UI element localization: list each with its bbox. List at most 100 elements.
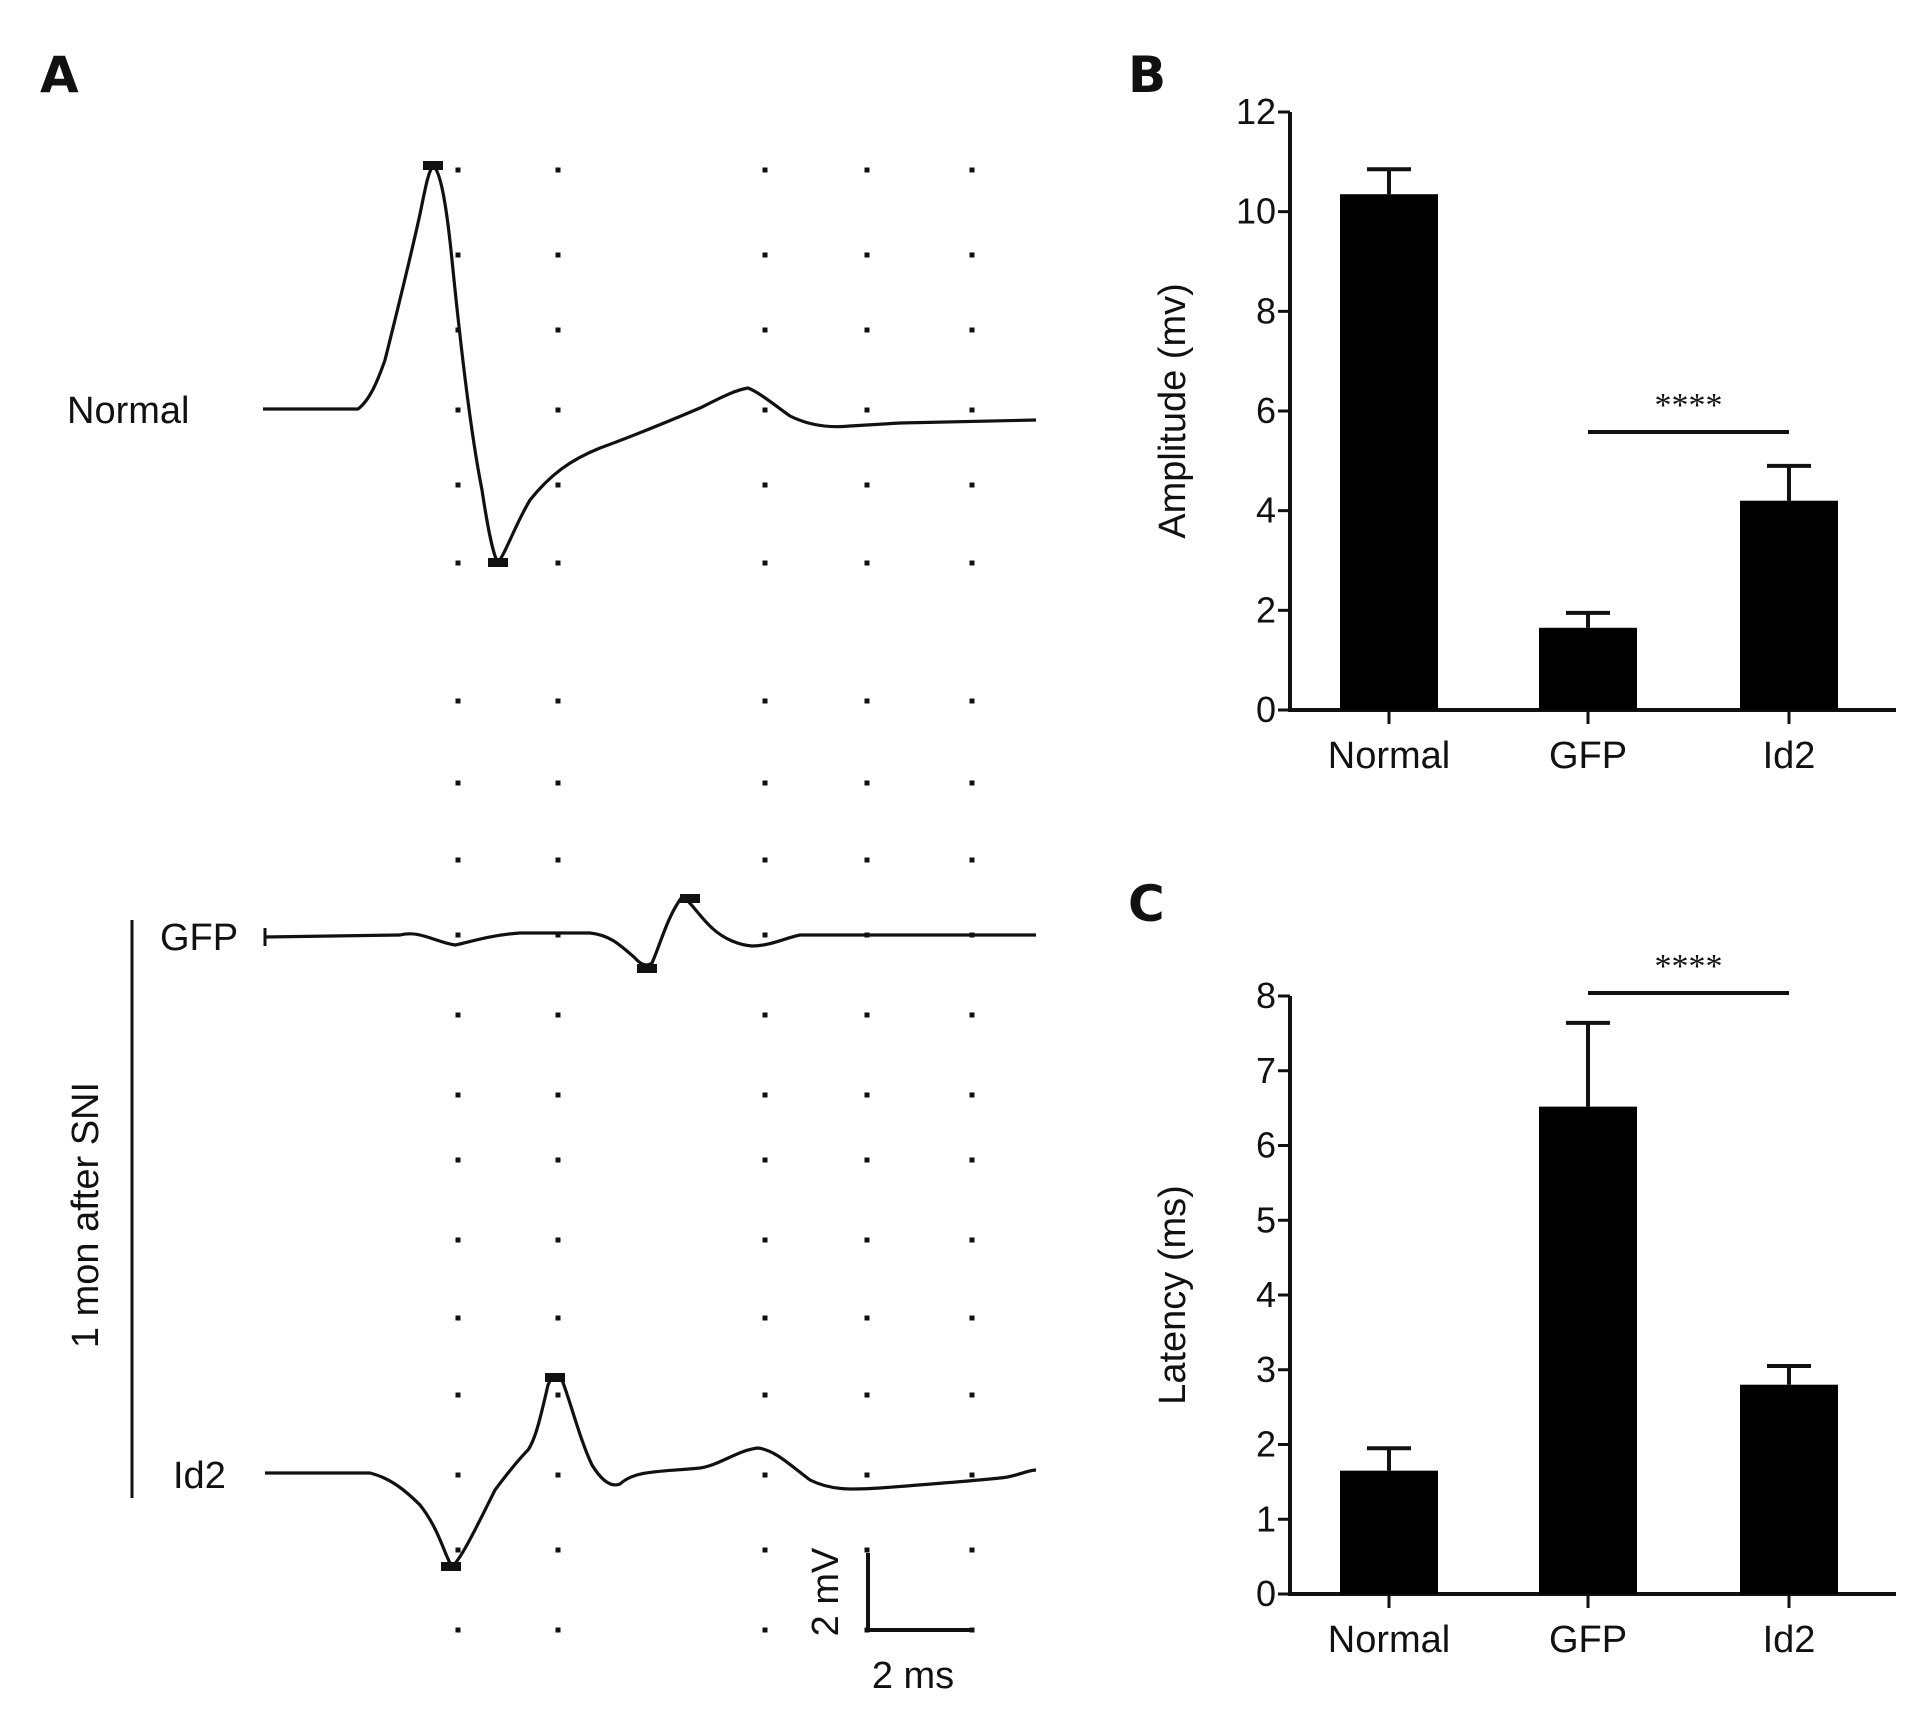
grid-dot xyxy=(455,932,461,938)
grid-dot xyxy=(555,932,561,938)
amplitude-bar-chart: B 0 2 4 6 8 10 12 Amplitude (mv) Normal GFP Id2 ***… xyxy=(1128,46,1896,777)
grid-dot xyxy=(455,1157,461,1163)
latency-bar-chart: C 0 1 2 3 4 5 6 7 8 Latency (ms) Normal GFP Id2 **** xyxy=(1128,875,1896,1661)
grid-dot xyxy=(864,1315,870,1321)
grid-dot xyxy=(455,857,461,863)
grid-dot xyxy=(555,1157,561,1163)
grid-dot xyxy=(969,407,975,413)
bar-gfp xyxy=(1539,1106,1637,1594)
bar-gfp xyxy=(1539,627,1637,710)
grid-dot xyxy=(762,1237,768,1243)
grid-dot xyxy=(455,1392,461,1398)
grid-dot xyxy=(555,1012,561,1018)
normal-trough-marker xyxy=(488,558,508,567)
grid-dot xyxy=(969,252,975,258)
grid-dot xyxy=(555,1092,561,1098)
y-tick-label: 8 xyxy=(1256,975,1276,1016)
group-label: 1 mon after SNI xyxy=(65,1082,107,1348)
grid-dot xyxy=(455,780,461,786)
grid-dot xyxy=(864,1392,870,1398)
y-tick-label: 3 xyxy=(1256,1349,1276,1390)
grid-dot xyxy=(762,482,768,488)
grid-dot xyxy=(969,1392,975,1398)
panel-a-traces: A Normal GFP Id2 1 mon after SNI 2 mV 2 … xyxy=(40,46,1037,1697)
grid-dot xyxy=(762,407,768,413)
trace-grid-dots xyxy=(455,167,975,1633)
grid-dot xyxy=(864,407,870,413)
grid-dot xyxy=(555,407,561,413)
grid-dot xyxy=(455,1092,461,1098)
grid-dot xyxy=(969,1092,975,1098)
grid-dot xyxy=(969,1472,975,1478)
significance-label: **** xyxy=(1655,948,1723,985)
y-tick-label: 8 xyxy=(1256,290,1276,331)
grid-dot xyxy=(969,482,975,488)
grid-dot xyxy=(455,1547,461,1553)
y-tick-label: 1 xyxy=(1256,1498,1276,1539)
bar-id2 xyxy=(1740,500,1838,710)
grid-dot xyxy=(762,1547,768,1553)
grid-dot xyxy=(455,407,461,413)
bar-normal xyxy=(1340,194,1438,711)
grid-dot xyxy=(455,1237,461,1243)
grid-dot xyxy=(762,1472,768,1478)
normal-peak-marker xyxy=(423,161,443,170)
gfp-trace-label: GFP xyxy=(160,917,238,959)
grid-dot xyxy=(864,780,870,786)
grid-dot xyxy=(762,698,768,704)
normal-trace-label: Normal xyxy=(67,390,189,432)
grid-dot xyxy=(455,560,461,566)
grid-dot xyxy=(455,1627,461,1633)
gfp-trough-marker xyxy=(637,964,657,973)
scale-bar-vertical-label: 2 mV xyxy=(805,1547,847,1636)
bar-id2 xyxy=(1740,1384,1838,1594)
grid-dot xyxy=(969,1315,975,1321)
grid-dot xyxy=(969,560,975,566)
grid-dot xyxy=(864,252,870,258)
id2-trace xyxy=(265,1375,1037,1568)
grid-dot xyxy=(762,252,768,258)
grid-dot xyxy=(864,1092,870,1098)
grid-dot xyxy=(555,698,561,704)
grid-dot xyxy=(762,1092,768,1098)
y-tick-label: 4 xyxy=(1256,1274,1276,1315)
grid-dot xyxy=(555,1627,561,1633)
y-tick-label: 0 xyxy=(1256,1573,1276,1614)
x-tick-label-gfp: GFP xyxy=(1549,735,1627,777)
grid-dot xyxy=(969,857,975,863)
grid-dot xyxy=(969,1237,975,1243)
grid-dot xyxy=(555,482,561,488)
grid-dot xyxy=(762,1392,768,1398)
y-tick-label: 2 xyxy=(1256,1424,1276,1465)
x-tick-label-gfp: GFP xyxy=(1549,1619,1627,1661)
grid-dot xyxy=(555,1237,561,1243)
grid-dot xyxy=(455,1012,461,1018)
y-tick-label: 5 xyxy=(1256,1199,1276,1240)
grid-dot xyxy=(455,698,461,704)
y-tick-label: 12 xyxy=(1236,91,1276,132)
grid-dot xyxy=(455,167,461,173)
grid-dot xyxy=(969,167,975,173)
grid-dot xyxy=(864,1012,870,1018)
grid-dot xyxy=(864,1472,870,1478)
grid-dot xyxy=(455,252,461,258)
grid-dot xyxy=(555,1392,561,1398)
normal-trace xyxy=(263,164,1037,564)
grid-dot xyxy=(555,1315,561,1321)
panel-a-letter: A xyxy=(40,46,79,104)
y-axis-title: Amplitude (mv) xyxy=(1152,283,1194,539)
grid-dot xyxy=(864,698,870,704)
grid-dot xyxy=(762,932,768,938)
grid-dot xyxy=(864,1157,870,1163)
y-axis-title: Latency (ms) xyxy=(1152,1185,1194,1405)
x-tick-label-id2: Id2 xyxy=(1763,1619,1816,1661)
scale-bar-horizontal-label: 2 ms xyxy=(872,1655,954,1697)
grid-dot xyxy=(455,1315,461,1321)
grid-dot xyxy=(555,327,561,333)
grid-dot xyxy=(762,1012,768,1018)
grid-dot xyxy=(762,1157,768,1163)
grid-dot xyxy=(969,1012,975,1018)
grid-dot xyxy=(762,327,768,333)
y-tick-label: 2 xyxy=(1256,589,1276,630)
grid-dot xyxy=(555,1472,561,1478)
